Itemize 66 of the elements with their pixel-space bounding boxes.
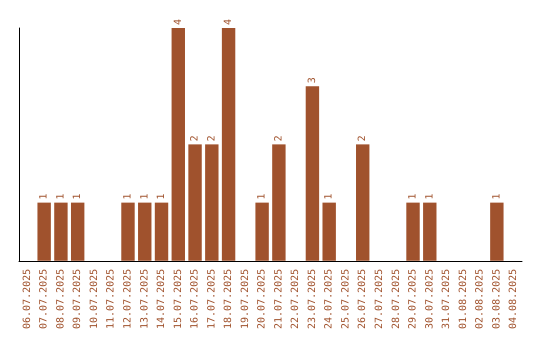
- x-tick-label: 11.07.2025: [106, 268, 117, 330]
- data-label: 1: [72, 194, 84, 200]
- x-tick-label: 19.07.2025: [240, 268, 251, 330]
- bar: [121, 202, 135, 261]
- bar: [490, 202, 504, 261]
- bar: [222, 28, 236, 261]
- data-label: 1: [122, 194, 134, 200]
- bar: [70, 202, 84, 261]
- x-tick-label: 13.07.2025: [139, 268, 150, 330]
- data-label: 1: [491, 194, 502, 200]
- x-tick-label: 06.07.2025: [22, 268, 33, 330]
- x-tick-label: 23.07.2025: [306, 268, 318, 330]
- x-tick-label: 10.07.2025: [88, 268, 100, 330]
- x-tick-label: 17.07.2025: [206, 268, 218, 330]
- data-label: 2: [357, 135, 368, 142]
- x-tick-label: 30.07.2025: [424, 268, 436, 330]
- x-tick-label: 16.07.2025: [190, 268, 201, 330]
- bar: [423, 202, 436, 261]
- bar: [205, 144, 219, 261]
- x-tick-label: 09.07.2025: [72, 268, 84, 330]
- data-label: 2: [190, 135, 201, 142]
- bar: [154, 202, 168, 261]
- x-tick-label: 01.08.2025: [458, 268, 469, 330]
- x-tick-label: 26.07.2025: [357, 268, 368, 330]
- x-tick-label: 14.07.2025: [156, 268, 168, 330]
- x-tick-label: 18.07.2025: [223, 268, 234, 330]
- x-tick-label: 02.08.2025: [474, 268, 486, 330]
- bar: [322, 202, 336, 261]
- x-tick-label: 29.07.2025: [408, 268, 419, 330]
- bar: [406, 202, 420, 261]
- x-tick-label: 20.07.2025: [256, 268, 268, 330]
- bar: [306, 86, 320, 261]
- data-label: 4: [223, 18, 234, 25]
- bar: [172, 28, 185, 261]
- x-tick-label: 03.08.2025: [491, 268, 502, 330]
- x-tick-label: 31.07.2025: [441, 268, 452, 330]
- x-tick-label: 28.07.2025: [390, 268, 402, 330]
- x-tick-label: 27.07.2025: [374, 268, 385, 330]
- bar: [188, 144, 202, 261]
- x-tick-label: 22.07.2025: [290, 268, 302, 330]
- x-tick-label: 04.08.2025: [508, 268, 520, 330]
- data-label: 1: [38, 194, 50, 200]
- bar: [138, 202, 152, 261]
- bar: [37, 202, 51, 261]
- data-label: 2: [273, 135, 284, 142]
- x-tick-label: 08.07.2025: [55, 268, 66, 330]
- data-label: 1: [424, 194, 436, 200]
- data-label: 2: [206, 135, 218, 142]
- data-label: 1: [324, 194, 335, 200]
- x-tick-label: 24.07.2025: [324, 268, 335, 330]
- bar: [255, 202, 269, 261]
- bar: [272, 144, 286, 261]
- data-label: 4: [172, 18, 184, 25]
- data-label: 1: [256, 194, 268, 200]
- bar: [356, 144, 370, 261]
- data-label: 1: [156, 194, 168, 200]
- x-tick-label: 15.07.2025: [172, 268, 184, 330]
- x-tick-label: 25.07.2025: [340, 268, 352, 330]
- x-tick-label: 12.07.2025: [122, 268, 134, 330]
- x-tick-label: 21.07.2025: [273, 268, 284, 330]
- data-label: 1: [139, 194, 150, 200]
- bar: [54, 202, 68, 261]
- data-label: 3: [306, 77, 318, 84]
- x-tick-label: 07.07.2025: [38, 268, 50, 330]
- data-label: 1: [55, 194, 66, 200]
- data-label: 1: [408, 194, 419, 200]
